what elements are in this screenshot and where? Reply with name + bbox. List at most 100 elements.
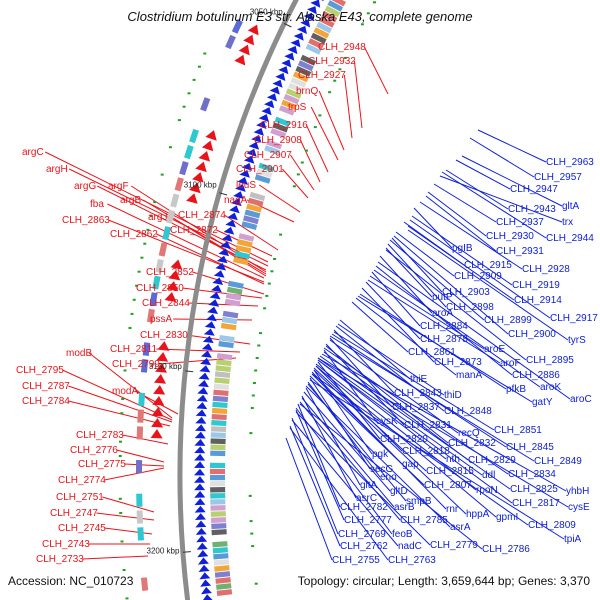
- kbp-tick: [185, 370, 194, 373]
- reverse-leader-line: [375, 265, 513, 376]
- reverse-gene-label: CLH_2884: [420, 321, 468, 332]
- reverse-gene-arrow: [275, 72, 286, 81]
- kbp-tick-label: 3050 kbp: [250, 8, 283, 17]
- reverse-leader-line: [299, 401, 401, 521]
- gc-skew-mark: [249, 432, 253, 435]
- gc-skew-mark: [160, 173, 164, 176]
- forward-gene-arrow: [166, 281, 179, 292]
- forward-gene-label: CLH_2844: [142, 298, 190, 309]
- reverse-gene-label: CLH_2931: [496, 246, 544, 257]
- reverse-leader-line: [455, 159, 511, 190]
- forward-gene-arrow: [205, 130, 217, 141]
- feature-block: [189, 128, 199, 144]
- reverse-gene-label: CLH_2899: [484, 315, 532, 326]
- cog-segment: [212, 401, 228, 408]
- reverse-gene-arrow: [194, 498, 206, 506]
- forward-leader-line: [122, 434, 169, 445]
- gc-skew-mark: [140, 256, 144, 259]
- reverse-gene-label: nth: [446, 454, 460, 465]
- accession-label: Accession: NC_010723: [6, 574, 136, 588]
- forward-gene-label: CLH_2872: [170, 225, 218, 236]
- reverse-gene-arrow: [321, 0, 324, 2]
- forward-gene-label: CLH_2852: [146, 267, 194, 278]
- forward-leader-line: [44, 151, 269, 263]
- forward-gene-label: CLH_2811: [110, 344, 158, 355]
- reverse-gene-label: CLH_2817: [512, 498, 560, 509]
- reverse-gene-label: CLH_2848: [444, 406, 492, 417]
- gc-skew-mark: [255, 357, 259, 359]
- forward-leader-line: [156, 348, 241, 353]
- gc-skew-mark: [267, 282, 271, 285]
- reverse-gene-label: CLH_2815: [426, 466, 474, 477]
- reverse-gene-arrow: [200, 357, 211, 366]
- cog-segment: [210, 505, 226, 511]
- reverse-gene-arrow: [297, 25, 307, 35]
- reverse-gene-label: CLH_2957: [534, 172, 582, 183]
- reverse-gene-label: pgIB: [452, 243, 473, 254]
- forward-gene-label: CLH_2795: [16, 365, 64, 376]
- reverse-leader-line: [335, 325, 445, 412]
- reverse-gene-label: CLH_2849: [534, 456, 582, 467]
- reverse-gene-label: CLH_2832: [448, 438, 496, 449]
- cog-segment: [290, 77, 307, 88]
- gc-skew-mark: [146, 228, 150, 231]
- forward-leader-line: [104, 467, 165, 481]
- forward-gene-label: CLH_2901: [236, 164, 284, 175]
- cog-segment: [210, 462, 226, 469]
- forward-leader-line: [116, 449, 165, 463]
- cog-segment: [210, 499, 226, 505]
- reverse-gene-label: CLH_2937: [496, 217, 544, 228]
- reverse-gene-label: CLH_2963: [546, 157, 594, 168]
- reverse-leader-line: [315, 365, 497, 518]
- gc-skew-mark: [360, 23, 364, 26]
- cog-segment: [313, 27, 330, 39]
- forward-gene-label: CLH_2751: [56, 492, 104, 503]
- reverse-gene-arrow: [199, 365, 211, 373]
- forward-leader-line: [282, 168, 309, 199]
- gc-skew-mark: [135, 284, 139, 287]
- forward-gene-label: CLH_2799: [112, 359, 160, 370]
- reverse-gene-arrow: [208, 299, 220, 307]
- cog-segment: [211, 414, 227, 420]
- reverse-gene-label: cysE: [568, 502, 590, 513]
- reverse-gene-arrow: [195, 513, 206, 520]
- reverse-gene-label: CLH_2809: [528, 520, 576, 531]
- cog-segment: [264, 145, 281, 156]
- reverse-gene-arrow: [284, 52, 295, 61]
- forward-gene-label: CLH_2784: [22, 396, 70, 407]
- gc-skew-mark: [143, 242, 147, 245]
- cog-segment: [211, 523, 227, 530]
- cog-segment: [254, 174, 271, 184]
- genome-backbone: [177, 0, 299, 600]
- cog-segment: [310, 32, 327, 44]
- reverse-gene-label: CLH_2763: [388, 555, 436, 566]
- reverse-gene-arrow: [216, 255, 228, 264]
- reverse-gene-label: aroK: [540, 382, 561, 393]
- reverse-gene-arrow: [261, 107, 272, 116]
- reverse-gene-label: CLH_2831: [404, 420, 452, 431]
- gc-skew-mark: [118, 497, 122, 500]
- reverse-leader-line: [301, 395, 357, 499]
- reverse-leader-line: [309, 379, 565, 540]
- reverse-gene-arrow: [194, 439, 206, 446]
- reverse-leader-line: [407, 229, 569, 341]
- reverse-gene-arrow: [213, 270, 225, 278]
- cog-segment: [212, 541, 228, 548]
- cog-segment: [214, 371, 231, 378]
- reverse-gene-label: gltA: [562, 201, 580, 212]
- forward-gene-arrow: [198, 151, 210, 162]
- forward-leader-line: [170, 216, 267, 277]
- reverse-gene-label: CLH_2930: [486, 231, 534, 242]
- forward-gene-arrow: [201, 140, 214, 152]
- gc-skew-mark: [187, 92, 191, 95]
- reverse-leader-line: [291, 419, 399, 547]
- reverse-leader-line: [427, 191, 487, 237]
- gc-skew-mark: [248, 494, 252, 497]
- reverse-gene-label: thiD: [444, 390, 462, 401]
- reverse-gene-arrow: [293, 32, 304, 41]
- reverse-leader-line: [289, 427, 389, 561]
- cog-segment: [233, 256, 249, 266]
- cog-segment: [214, 565, 230, 572]
- reverse-gene-arrow: [196, 402, 208, 410]
